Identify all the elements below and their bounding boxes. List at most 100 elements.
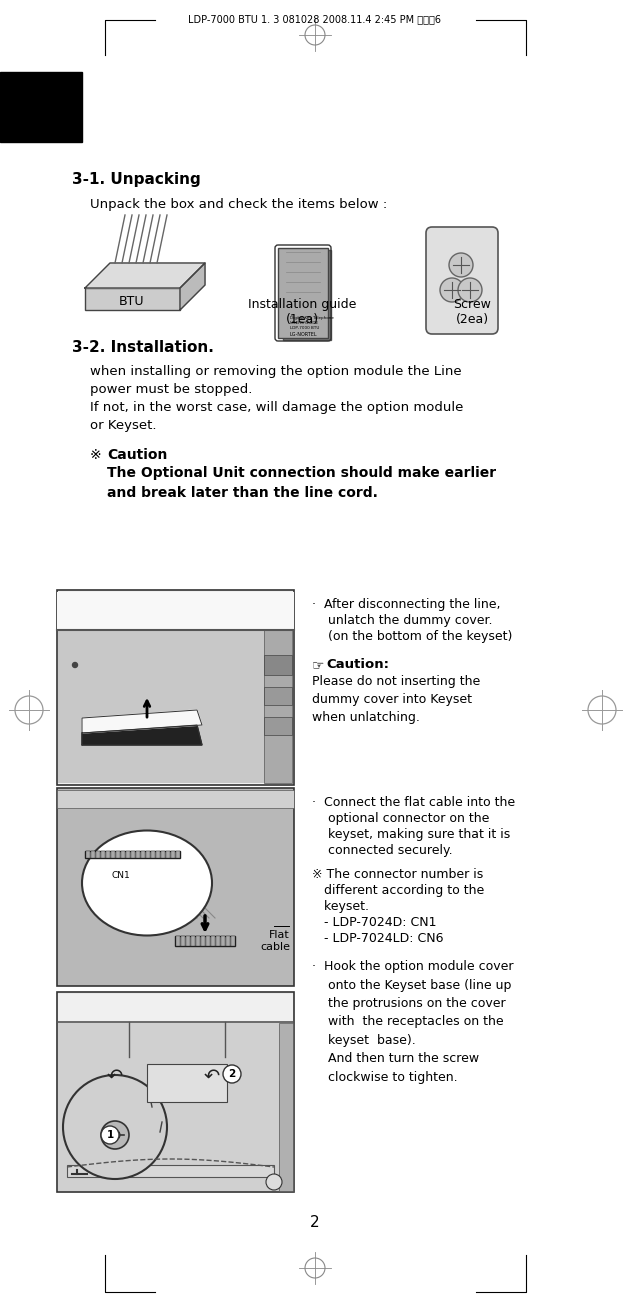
Text: ※: ※: [90, 448, 102, 462]
Text: - LDP-7024D: CN1: - LDP-7024D: CN1: [312, 916, 437, 929]
Bar: [85, 851, 180, 857]
Text: LDP-7000 BTU 1. 3 081028 2008.11.4 2:45 PM 페이지6: LDP-7000 BTU 1. 3 081028 2008.11.4 2:45 …: [189, 14, 442, 24]
Bar: [176, 936, 180, 946]
Bar: [147, 1064, 227, 1102]
Polygon shape: [82, 709, 202, 733]
Polygon shape: [85, 263, 205, 288]
Bar: [186, 936, 190, 946]
Circle shape: [63, 1075, 167, 1179]
Polygon shape: [180, 263, 205, 310]
Bar: [136, 851, 140, 857]
Bar: [216, 936, 220, 946]
Bar: [106, 851, 110, 857]
Circle shape: [458, 278, 482, 302]
Text: when installing or removing the option module the Line
power must be stopped.
If: when installing or removing the option m…: [90, 365, 463, 432]
Text: Digital Key Telephone
USERS GUIDE
LDP-7000 BTU: Digital Key Telephone USERS GUIDE LDP-70…: [290, 315, 334, 330]
Bar: [264, 654, 292, 675]
Text: optional connector on the: optional connector on the: [312, 812, 490, 825]
Bar: [166, 851, 170, 857]
Text: 3-1. Unpacking: 3-1. Unpacking: [72, 171, 201, 187]
Text: ↶: ↶: [107, 1067, 123, 1086]
Circle shape: [223, 1066, 241, 1083]
Bar: [151, 851, 155, 857]
Text: 3-2. Installation.: 3-2. Installation.: [72, 340, 214, 355]
Bar: [141, 851, 145, 857]
Bar: [264, 630, 292, 783]
Text: different according to the: different according to the: [312, 884, 484, 897]
Bar: [101, 851, 105, 857]
Bar: [264, 717, 292, 734]
Text: (2ea): (2ea): [456, 313, 488, 326]
Circle shape: [440, 278, 464, 302]
Bar: [211, 936, 215, 946]
Text: 1: 1: [107, 1130, 114, 1140]
Text: (on the bottom of the keyset): (on the bottom of the keyset): [312, 630, 512, 643]
Bar: [85, 288, 180, 310]
Bar: [58, 1024, 280, 1191]
Text: Please do not inserting the
dummy cover into Keyset
when unlatching.: Please do not inserting the dummy cover …: [312, 675, 480, 724]
Text: Caution:: Caution:: [326, 658, 389, 672]
Bar: [201, 936, 205, 946]
Bar: [121, 851, 125, 857]
Text: connected securely.: connected securely.: [312, 844, 452, 857]
Text: Installation guide: Installation guide: [248, 298, 356, 312]
Bar: [156, 851, 160, 857]
Bar: [96, 851, 100, 857]
Bar: [146, 851, 150, 857]
Bar: [57, 992, 294, 1192]
Text: keyset, making sure that it is: keyset, making sure that it is: [312, 829, 510, 840]
Circle shape: [449, 253, 473, 278]
Bar: [58, 994, 293, 1022]
Bar: [196, 936, 200, 946]
Bar: [181, 936, 185, 946]
Text: ↶: ↶: [204, 1067, 220, 1086]
Text: ·  Connect the flat cable into the: · Connect the flat cable into the: [312, 796, 515, 809]
Bar: [161, 851, 165, 857]
Bar: [231, 936, 235, 946]
Bar: [0, 72, 82, 141]
Text: - LDP-7024LD: CN6: - LDP-7024LD: CN6: [312, 932, 444, 945]
Bar: [126, 851, 130, 857]
Text: 2: 2: [310, 1215, 320, 1230]
Bar: [111, 851, 115, 857]
FancyBboxPatch shape: [426, 226, 498, 334]
Bar: [116, 851, 120, 857]
Bar: [57, 590, 294, 785]
Text: ·  Hook the option module cover
    onto the Keyset base (line up
    the protru: · Hook the option module cover onto the …: [312, 959, 514, 1084]
Bar: [58, 630, 265, 783]
Bar: [86, 851, 90, 857]
Text: unlatch the dummy cover.: unlatch the dummy cover.: [312, 614, 493, 627]
Text: Screw: Screw: [453, 298, 491, 312]
Bar: [58, 789, 293, 984]
Bar: [171, 851, 175, 857]
Circle shape: [266, 1174, 282, 1190]
Text: 2: 2: [228, 1069, 235, 1079]
Ellipse shape: [82, 830, 212, 936]
Text: ※ The connector number is: ※ The connector number is: [312, 868, 483, 881]
Bar: [226, 936, 230, 946]
Text: Caution: Caution: [107, 448, 167, 462]
Bar: [57, 592, 294, 630]
Bar: [206, 936, 210, 946]
Circle shape: [101, 1121, 129, 1149]
Bar: [131, 851, 135, 857]
Text: BTU: BTU: [119, 295, 144, 308]
Text: Unpack the box and check the items below :: Unpack the box and check the items below…: [90, 198, 387, 211]
Text: CN1: CN1: [112, 870, 131, 880]
Circle shape: [73, 662, 78, 668]
Text: ☞: ☞: [312, 658, 324, 672]
Bar: [67, 1165, 274, 1177]
Bar: [264, 687, 292, 706]
Circle shape: [110, 1130, 120, 1140]
Text: ·  After disconnecting the line,: · After disconnecting the line,: [312, 598, 500, 611]
Bar: [176, 851, 180, 857]
Circle shape: [101, 1126, 119, 1144]
Bar: [175, 936, 235, 946]
Bar: [91, 851, 95, 857]
Text: (1ea): (1ea): [285, 313, 319, 326]
Bar: [278, 247, 328, 338]
Text: Flat
cable: Flat cable: [260, 929, 290, 952]
Bar: [221, 936, 225, 946]
Text: The Optional Unit connection should make earlier
and break later than the line c: The Optional Unit connection should make…: [107, 466, 496, 500]
Bar: [283, 250, 331, 340]
